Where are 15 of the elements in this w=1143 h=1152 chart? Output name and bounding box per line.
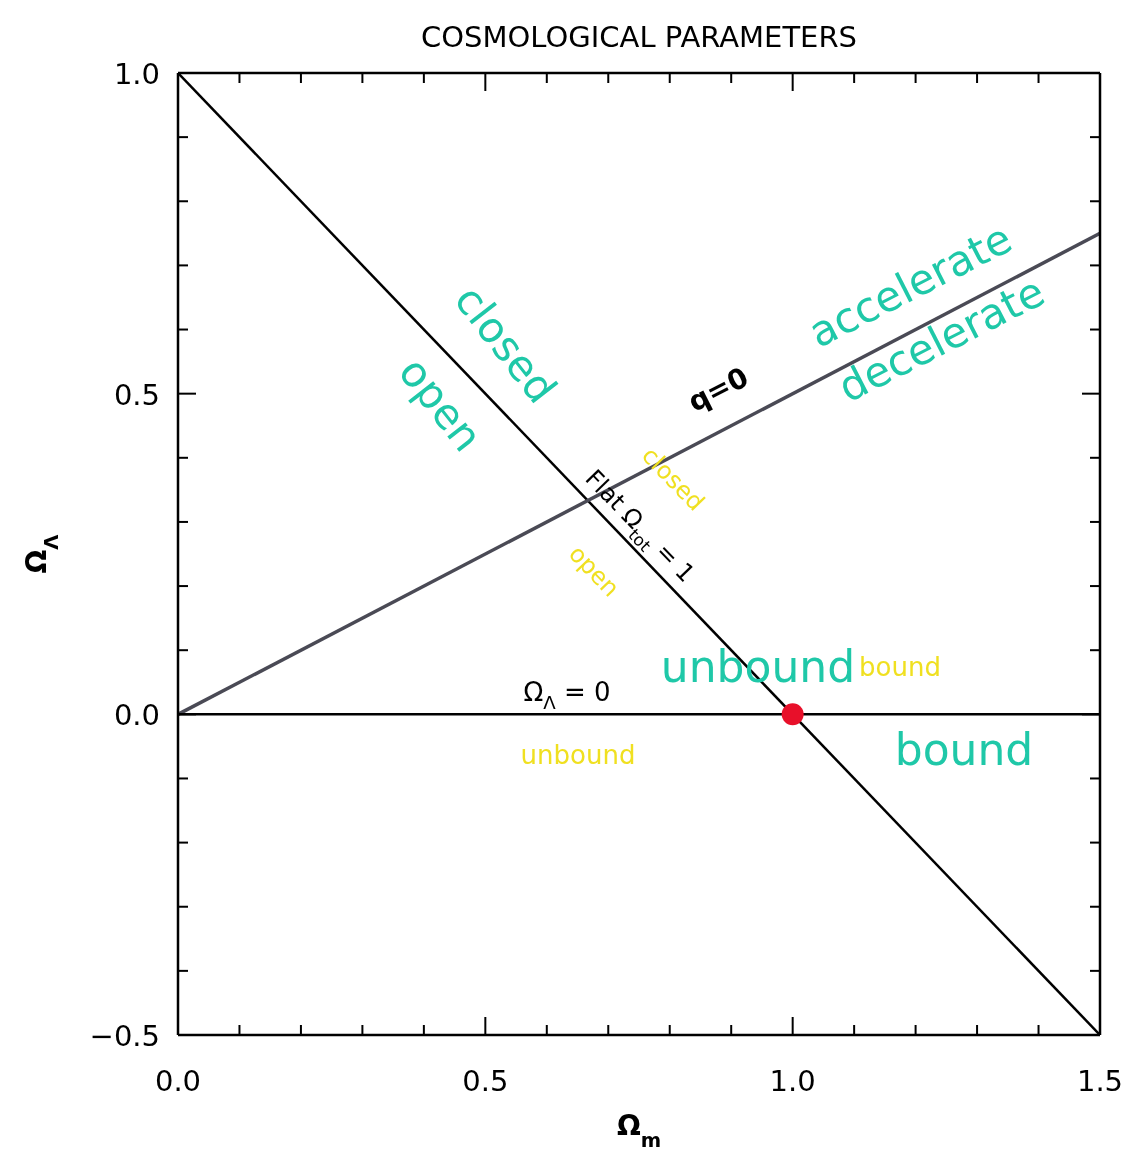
x-tick-label: 1.0 bbox=[769, 1064, 816, 1098]
annotation: bound bbox=[859, 652, 941, 682]
annotation: unbound bbox=[520, 740, 636, 770]
y-tick-label: 0.0 bbox=[113, 698, 160, 733]
x-tick-label: 0.0 bbox=[154, 1064, 202, 1098]
annotation: q=0 bbox=[682, 360, 754, 418]
x-tick-label: 1.5 bbox=[1076, 1064, 1124, 1098]
x-axis-title: Ω$_{m}$ bbox=[616, 1109, 662, 1152]
annotation: Ω$_{Λ}$ = 0 bbox=[523, 677, 611, 713]
chart-title: COSMOLOGICAL PARAMETERS bbox=[421, 20, 857, 54]
y-tick-label: 1.0 bbox=[113, 57, 160, 91]
y-tick-label: 0.5 bbox=[113, 377, 160, 412]
annotation: bound bbox=[894, 723, 1034, 775]
x-tick-label: 0.5 bbox=[462, 1064, 509, 1098]
y-tick-label: −0.5 bbox=[89, 1019, 160, 1053]
